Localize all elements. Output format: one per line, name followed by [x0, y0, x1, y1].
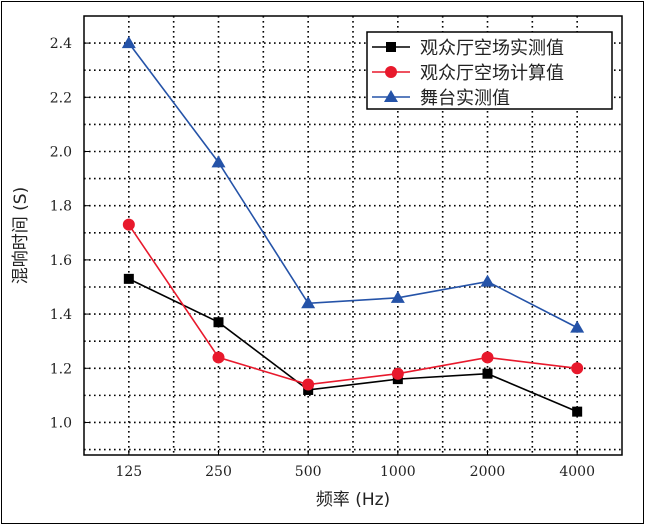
data-point	[571, 362, 584, 375]
legend-marker	[386, 42, 396, 52]
y-axis-label: 混响时间 (S)	[11, 187, 31, 284]
y-tick-label: 1.4	[50, 307, 72, 323]
x-tick-label: 4000	[559, 464, 595, 480]
data-point	[481, 351, 494, 364]
data-point	[482, 368, 493, 379]
series-line	[128, 224, 578, 386]
y-tick-label: 2.0	[50, 144, 72, 160]
x-tick-label: 250	[205, 464, 232, 480]
legend-marker	[385, 66, 397, 78]
data-point	[123, 273, 134, 284]
y-tick-label: 2.2	[50, 90, 72, 106]
data-point	[570, 320, 585, 333]
data-point	[211, 155, 226, 168]
data-point	[212, 351, 225, 364]
data-point	[390, 290, 405, 303]
x-tick-label: 2000	[470, 464, 506, 480]
data-point	[301, 296, 316, 309]
series-1	[122, 218, 584, 391]
y-tick-label: 1.0	[50, 415, 72, 431]
series-2	[121, 36, 585, 333]
data-point	[572, 406, 583, 417]
legend-label: 观众厅空场计算值	[420, 63, 564, 84]
data-point	[302, 378, 315, 391]
data-point	[480, 274, 495, 287]
legend-label: 观众厅空场实测值	[420, 38, 564, 59]
data-point	[213, 317, 224, 328]
x-tick-label: 1000	[380, 464, 416, 480]
data-point	[391, 367, 404, 380]
x-tick-label: 500	[295, 464, 322, 480]
y-tick-label: 1.2	[50, 361, 72, 377]
y-tick-label: 1.6	[50, 253, 72, 269]
x-tick-label: 125	[115, 464, 142, 480]
legend-marker	[384, 90, 398, 102]
plot-area	[83, 15, 623, 456]
y-tick-label: 2.4	[50, 36, 72, 52]
data-point	[121, 36, 136, 49]
y-tick-label: 1.8	[50, 199, 72, 215]
legend-box	[366, 31, 613, 110]
data-point	[122, 218, 135, 231]
x-axis-label: 频率 (Hz)	[316, 490, 390, 510]
series-line	[128, 278, 578, 413]
legend-label: 舞台实测值	[420, 88, 510, 109]
series-line	[128, 42, 578, 329]
